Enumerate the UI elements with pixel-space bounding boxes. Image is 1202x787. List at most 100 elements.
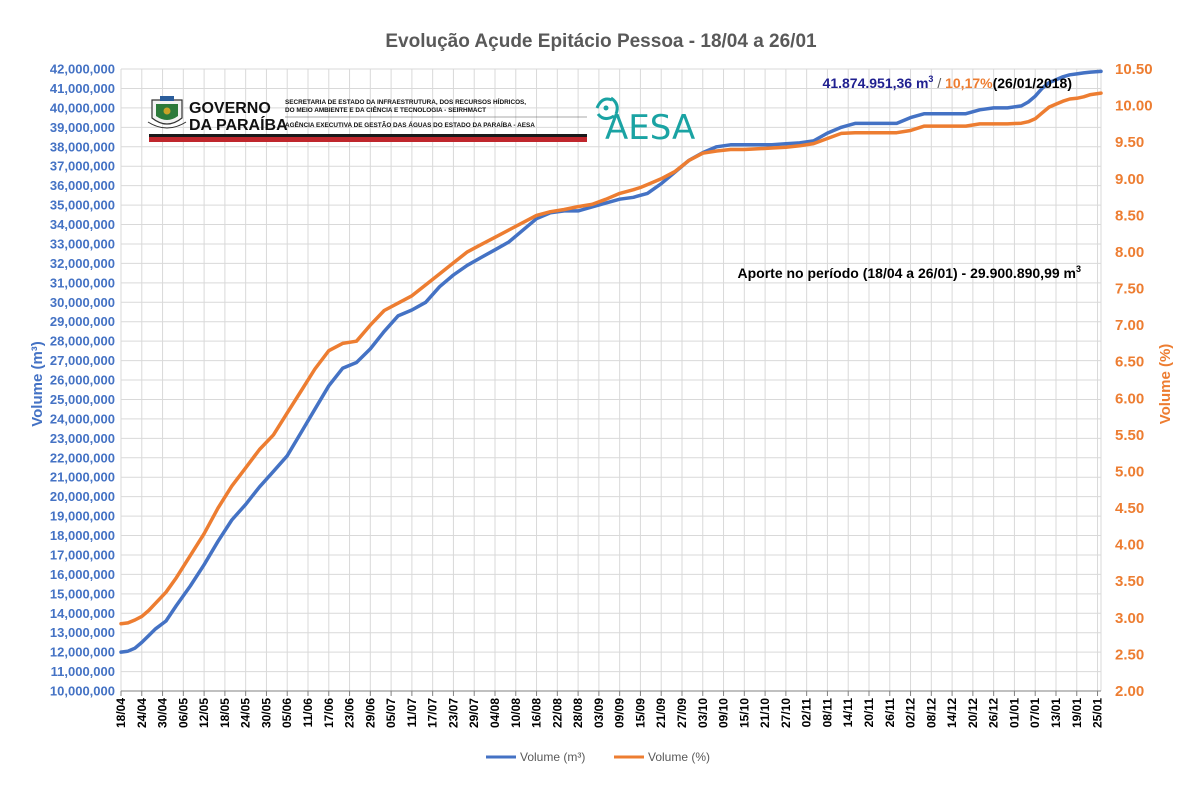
y-axis-title-left: Volume (m³)	[29, 341, 46, 427]
y-tick-label-right: 2.50	[1115, 646, 1144, 663]
gridlines	[120, 68, 1102, 692]
y-tick-label-left: 20,000,000	[50, 489, 115, 504]
y-tick-label-left: 36,000,000	[50, 178, 115, 193]
y-tick-label-left: 12,000,000	[50, 645, 115, 660]
x-tick-label: 26/12	[987, 698, 1001, 728]
y-tick-label-right: 5.00	[1115, 463, 1144, 480]
x-tick-label: 02/11	[800, 698, 814, 728]
y-tick-label-left: 40,000,000	[50, 100, 115, 115]
logo-secretaria-line2: DO MEIO AMBIENTE E DA CIÊNCIA E TECNOLOG…	[285, 105, 486, 114]
x-tick-label: 02/12	[904, 698, 918, 728]
annotation-aporte-unit-sup: 3	[1076, 264, 1081, 274]
x-tick-label: 20/12	[966, 698, 980, 728]
annotation-percent-value: 10,17%	[945, 75, 993, 91]
annotation-aporte: Aporte no período (18/04 a 26/01) - 29.9…	[738, 264, 1082, 281]
y-tick-label-left: 24,000,000	[50, 411, 115, 426]
x-tick-label: 29/07	[467, 698, 481, 728]
logo-bar-black	[149, 134, 587, 137]
annotation-current-volume: 41.874.951,36 m3 / 10,17%(26/01/2018)	[823, 74, 1072, 91]
annotation-separator: /	[933, 75, 945, 91]
x-tick-label: 03/10	[696, 698, 710, 728]
y-tick-label-left: 11,000,000	[51, 664, 115, 679]
x-tick-label: 21/10	[758, 698, 772, 728]
x-tick-label: 13/01	[1049, 698, 1063, 728]
y-tick-label-left: 10,000,000	[50, 684, 115, 699]
y-tick-label-left: 15,000,000	[50, 586, 115, 601]
y-tick-label-left: 28,000,000	[50, 334, 115, 349]
y-tick-label-left: 35,000,000	[50, 198, 115, 213]
annotation-date: (26/01/2018)	[993, 75, 1072, 91]
x-tick-label: 20/11	[862, 698, 876, 728]
y-tick-label-right: 9.50	[1115, 134, 1144, 151]
x-tick-label: 07/01	[1028, 698, 1042, 728]
y-tick-label-left: 37,000,000	[50, 159, 115, 174]
y-tick-label-left: 29,000,000	[50, 314, 115, 329]
aesa-swirl-icon	[595, 96, 619, 121]
logo-paraiba-text: DA PARAÍBA	[189, 115, 288, 134]
y-tick-label-right: 6.50	[1115, 354, 1144, 371]
x-tick-label: 28/08	[571, 698, 585, 728]
y-tick-label-right: 7.00	[1115, 317, 1144, 334]
series-lines	[119, 69, 1103, 654]
y-tick-label-left: 26,000,000	[50, 373, 115, 388]
x-tick-label: 16/08	[530, 698, 544, 728]
annotation-aporte-text: Aporte no período (18/04 a 26/01) - 29.9…	[738, 265, 1076, 281]
logo-secretaria-line1: SECRETARIA DE ESTADO DA INFRAESTRUTURA, …	[285, 97, 526, 106]
x-tick-label: 14/11	[841, 698, 855, 728]
y-tick-label-right: 3.00	[1115, 610, 1144, 627]
y-tick-label-right: 7.50	[1115, 281, 1144, 298]
y-tick-label-right: 10.50	[1115, 61, 1153, 78]
aesa-logo-text: AESA	[605, 108, 695, 148]
y-tick-label-right: 3.50	[1115, 573, 1144, 590]
y-tick-label-left: 17,000,000	[50, 547, 115, 562]
y-tick-label-left: 42,000,000	[50, 62, 115, 77]
x-tick-label: 26/11	[883, 698, 897, 728]
x-tick-label: 30/04	[156, 698, 170, 728]
y-axis-title-right: Volume (%)	[1157, 344, 1174, 425]
x-tick-label: 04/08	[488, 698, 502, 728]
legend-label-volume-m3: Volume (m³)	[520, 750, 585, 764]
x-tick-label: 06/05	[176, 698, 190, 728]
x-tick-label: 18/04	[114, 698, 128, 728]
y-tick-label-left: 22,000,000	[50, 450, 115, 465]
x-tick-label: 22/08	[550, 698, 564, 728]
y-tick-label-left: 39,000,000	[50, 120, 115, 135]
x-tick-label: 24/04	[135, 698, 149, 728]
y-tick-label-left: 30,000,000	[50, 295, 115, 310]
x-tick-label: 10/08	[509, 698, 523, 728]
y-tick-label-left: 27,000,000	[50, 353, 115, 368]
x-tick-label: 18/05	[218, 698, 232, 728]
x-tick-label: 09/09	[613, 698, 627, 728]
y-tick-label-left: 41,000,000	[50, 81, 115, 96]
x-tick-label: 15/10	[737, 698, 751, 728]
y-tick-label-left: 14,000,000	[50, 606, 115, 621]
left-axis-ticks: 10,000,000 11,000,000 12,000,000 13,000,000…	[50, 62, 115, 699]
x-tick-label: 19/01	[1070, 698, 1084, 728]
y-tick-label-right: 6.00	[1115, 390, 1144, 407]
x-tick-label: 27/09	[675, 698, 689, 728]
x-tick-label: 25/01	[1091, 698, 1105, 728]
y-tick-label-left: 31,000,000	[50, 275, 115, 290]
x-tick-label: 11/07	[405, 698, 419, 728]
x-tick-label: 29/06	[363, 698, 377, 728]
y-tick-label-left: 19,000,000	[50, 509, 115, 524]
y-tick-label-left: 32,000,000	[50, 256, 115, 271]
legend: Volume (m³) Volume (%)	[486, 750, 710, 764]
y-tick-label-left: 33,000,000	[50, 236, 115, 251]
series-line-volume-pct	[119, 91, 1103, 626]
x-tick-label: 17/07	[426, 698, 440, 728]
y-tick-label-right: 5.50	[1115, 427, 1144, 444]
y-tick-label-right: 2.00	[1115, 683, 1144, 700]
y-tick-label-left: 13,000,000	[50, 625, 115, 640]
x-tick-label: 27/10	[779, 698, 793, 728]
y-tick-label-left: 38,000,000	[50, 139, 115, 154]
annotation-volume-value: 41.874.951,36 m	[823, 75, 929, 91]
x-tick-label: 23/06	[343, 698, 357, 728]
x-tick-label: 09/10	[717, 698, 731, 728]
x-tick-label: 30/05	[259, 698, 273, 728]
y-tick-label-right: 8.50	[1115, 207, 1144, 224]
x-tick-label: 14/12	[945, 698, 959, 728]
x-axis-ticks: 18/04 24/04 30/04 06/05 12/05 18/05 24/05 30/05…	[114, 690, 1105, 728]
